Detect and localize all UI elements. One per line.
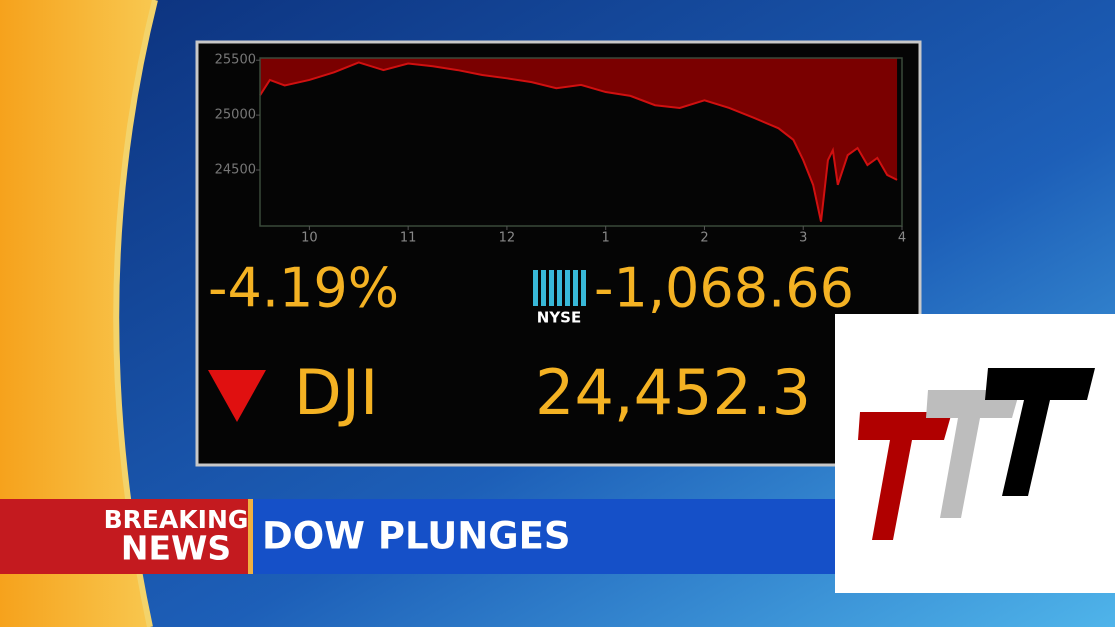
symbol: DJI <box>294 356 378 429</box>
percent-change: -4.19% <box>208 257 399 320</box>
x-tick-label: 10 <box>301 231 318 246</box>
tag-line: BREAKING <box>104 505 249 534</box>
nyse-logo: NYSE <box>533 270 586 327</box>
plot-frame <box>259 57 903 227</box>
area <box>260 58 898 222</box>
channel-logo <box>858 368 1095 540</box>
tag-line: NEWS <box>121 529 231 568</box>
tag-divider <box>248 499 253 574</box>
x-tick-label: 1 <box>602 231 610 246</box>
point-change: -1,068.66 <box>594 257 854 320</box>
price: 24,452.3 <box>535 356 811 429</box>
x-tick-label: 4 <box>898 231 906 246</box>
x-tick-label: 2 <box>700 231 708 246</box>
y-tick-label: 25000 <box>215 108 256 123</box>
headline: DOW PLUNGES <box>262 515 571 558</box>
down-arrow <box>208 370 266 422</box>
orange-arc <box>0 0 155 627</box>
y-tick-label: 25500 <box>215 53 256 68</box>
ticker: -4.19% NYSE -1,068.66 DJI 24,452.3 <box>208 257 854 429</box>
x-tick-label: 12 <box>499 231 516 246</box>
logo-box <box>835 314 1115 593</box>
y-tick-label: 24500 <box>215 163 256 178</box>
line <box>259 61 898 222</box>
exchange: NYSE <box>537 309 581 327</box>
x-tick-label: 3 <box>799 231 807 246</box>
x-tick-label: 11 <box>400 231 417 246</box>
breaking-tag <box>0 499 252 574</box>
